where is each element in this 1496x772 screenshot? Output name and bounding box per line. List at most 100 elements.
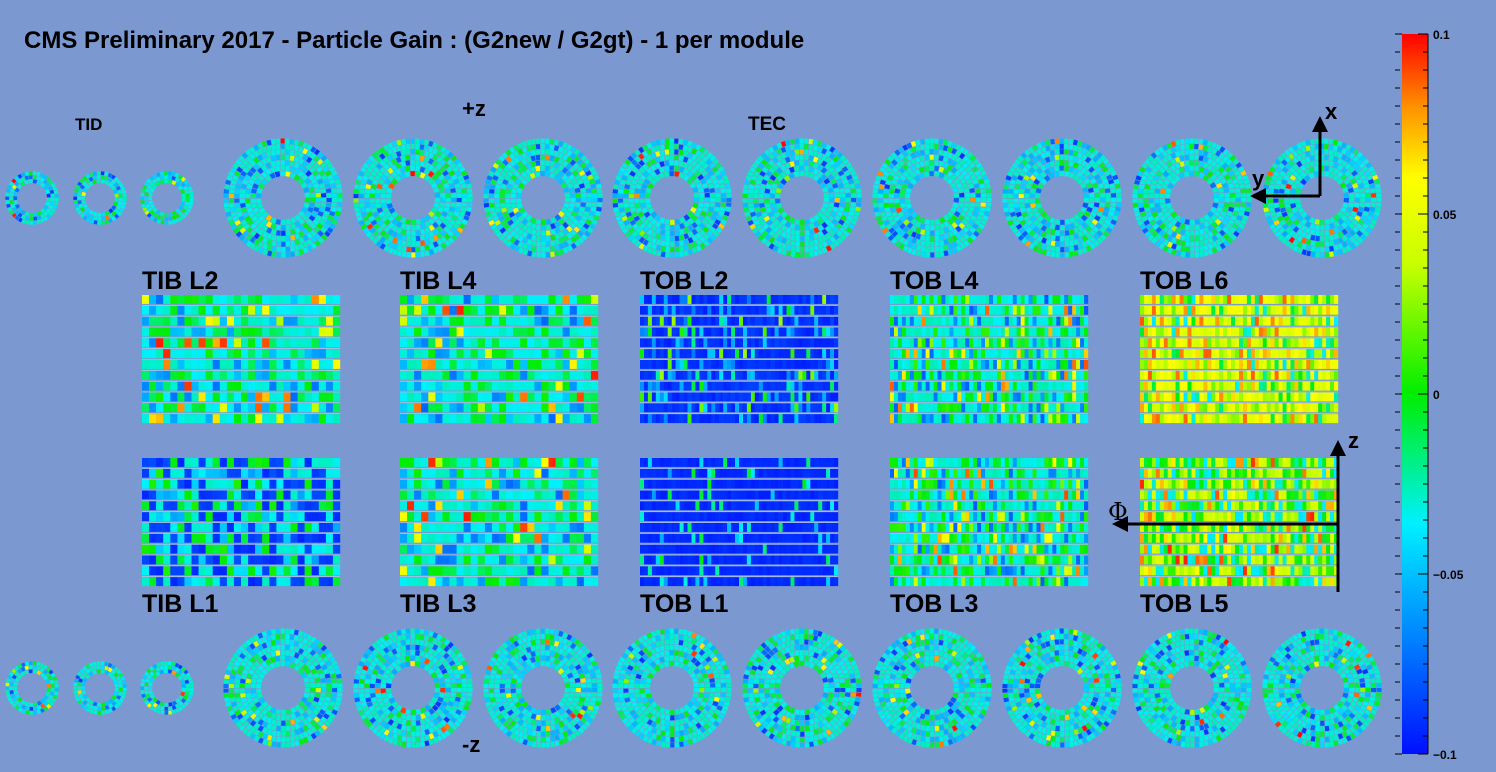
disk-module (355, 180, 361, 185)
disk-module (665, 241, 670, 246)
disk-module (315, 203, 321, 208)
disk-module (256, 683, 261, 688)
disk-module (14, 682, 18, 686)
disk-module (361, 670, 367, 675)
disk-module (365, 674, 371, 679)
disk-module (952, 203, 958, 209)
disk-module (919, 161, 924, 167)
disk-module (1050, 139, 1055, 145)
disk-module (1156, 184, 1162, 190)
disk-module (295, 239, 300, 245)
disk-module (450, 678, 456, 683)
disk-module (337, 193, 342, 197)
disk-module (799, 166, 804, 171)
disk-module (536, 720, 541, 726)
disk-module (675, 225, 680, 231)
disk-module (105, 215, 109, 220)
disk-module (545, 650, 550, 656)
tec-disk (73, 171, 126, 224)
disk-module (511, 678, 517, 683)
disk-module (536, 645, 541, 651)
chart-title: CMS Preliminary 2017 - Particle Gain : (… (24, 27, 804, 54)
disk-module (789, 161, 794, 167)
disk-module (285, 634, 289, 639)
disk-module (532, 246, 537, 252)
disk-module (420, 139, 425, 145)
disk-module (1190, 253, 1194, 258)
disk-module (872, 194, 877, 198)
disk-module (742, 199, 747, 203)
disk-module (674, 149, 679, 154)
disk-module (959, 193, 964, 198)
disk-module (1059, 160, 1064, 165)
disk-module (1181, 246, 1186, 252)
disk-module (545, 144, 549, 149)
disk-module (1154, 199, 1159, 204)
disk-module (565, 192, 571, 197)
disk-module (541, 220, 546, 225)
disk-module (660, 144, 665, 150)
disk-module (397, 245, 402, 251)
disk-module (235, 184, 241, 189)
disk-module (1065, 241, 1070, 246)
disk-module (331, 188, 337, 193)
disk-module (670, 231, 675, 236)
disk-module (286, 247, 291, 252)
disk-module (587, 688, 592, 692)
disk-module (401, 629, 406, 635)
disk-module (785, 145, 790, 151)
disk-module (310, 198, 315, 203)
disk-module (1235, 188, 1241, 193)
disk-module (545, 171, 550, 177)
disk-module (1171, 141, 1176, 147)
disk-module (285, 144, 289, 149)
disk-module (285, 149, 290, 154)
disk-module (679, 235, 684, 241)
disk-module (759, 203, 765, 208)
disk-module (463, 175, 469, 180)
disk-module (267, 245, 272, 251)
disk-module (416, 731, 421, 736)
disk-module (320, 188, 326, 193)
disk-module (294, 151, 299, 157)
disk-module (1051, 246, 1056, 252)
disk-module (462, 688, 467, 692)
disk-module (285, 645, 290, 650)
disk-module (271, 229, 276, 235)
disk-module (172, 666, 176, 671)
disk-module (1144, 189, 1150, 194)
disk-module (168, 217, 172, 221)
disk-module (1030, 188, 1036, 193)
disk-module (531, 139, 536, 145)
disk-module (224, 189, 229, 194)
disk-module (375, 199, 380, 204)
disk-module (1010, 180, 1016, 185)
disk-module (715, 202, 721, 207)
disk-module (546, 236, 551, 242)
disk-module (1290, 188, 1296, 193)
disk-module (850, 207, 856, 212)
disk-module (569, 203, 575, 208)
disk-module (73, 683, 77, 687)
disk-module (381, 199, 386, 204)
disk-module (335, 211, 341, 216)
disk-module (299, 249, 304, 255)
disk-module (570, 193, 575, 198)
disk-module (327, 688, 332, 692)
disk-module (920, 235, 925, 241)
disk-module (1065, 247, 1070, 252)
disk-module (579, 207, 585, 212)
disk-module (223, 689, 228, 693)
disk-module (30, 711, 34, 715)
disk-module (462, 193, 467, 197)
disk-module (267, 251, 272, 257)
disk-module (699, 198, 704, 203)
disk-module (580, 188, 586, 193)
disk-module (376, 189, 382, 194)
disk-module (405, 650, 410, 656)
disk-module (451, 198, 456, 202)
disk-module (1060, 220, 1065, 225)
disk-module (799, 171, 804, 176)
disk-module (1320, 225, 1325, 230)
disk-module (620, 180, 626, 185)
